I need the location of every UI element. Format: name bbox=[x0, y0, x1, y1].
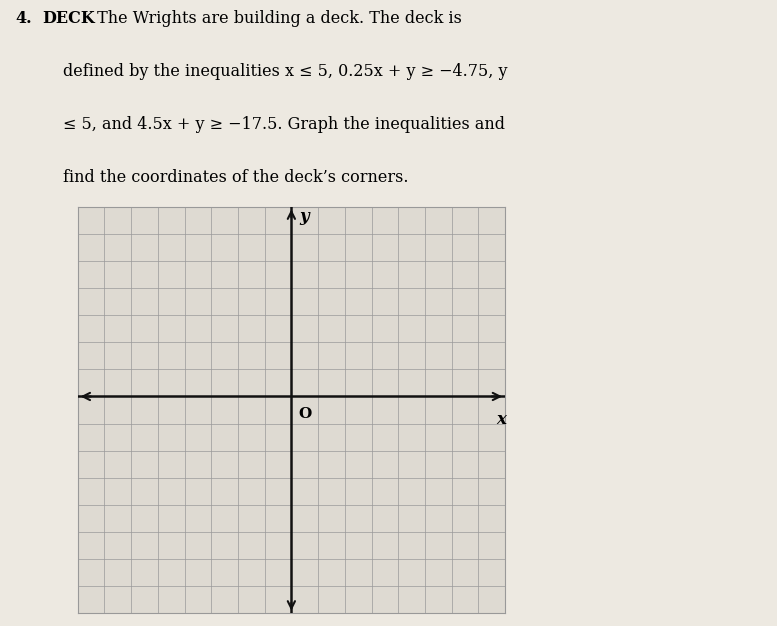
Text: O: O bbox=[298, 408, 312, 421]
Text: DECK: DECK bbox=[42, 10, 95, 27]
Text: y: y bbox=[299, 208, 309, 225]
Text: defined by the inequalities x ≤ 5, 0.25x + y ≥ −4.75, y: defined by the inequalities x ≤ 5, 0.25x… bbox=[63, 63, 507, 80]
Text: 4.: 4. bbox=[16, 10, 32, 27]
Text: x: x bbox=[496, 411, 506, 428]
Text: find the coordinates of the deck’s corners.: find the coordinates of the deck’s corne… bbox=[63, 169, 408, 187]
Text: The Wrights are building a deck. The deck is: The Wrights are building a deck. The dec… bbox=[92, 10, 462, 27]
Text: ≤ 5, and 4.5x + y ≥ −17.5. Graph the inequalities and: ≤ 5, and 4.5x + y ≥ −17.5. Graph the ine… bbox=[63, 116, 504, 133]
